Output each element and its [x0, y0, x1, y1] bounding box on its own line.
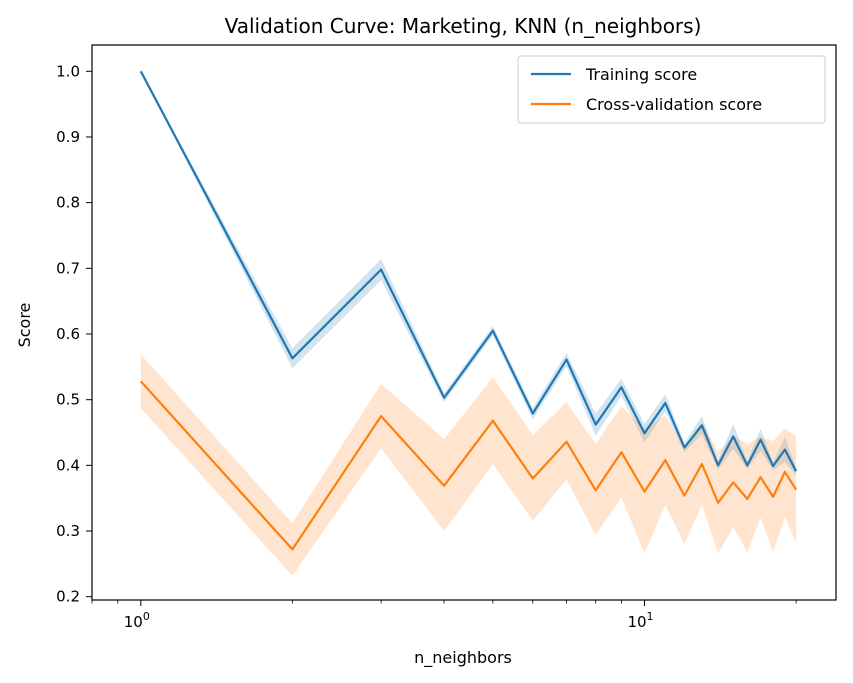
- legend-box: [517, 55, 826, 124]
- chart-title: Validation Curve: Marketing, KNN (n_neig…: [225, 14, 702, 38]
- y-axis-ticks: 0.2 0.3 0.4 0.5 0.6 0.7 0.8 0.9 1.0: [56, 62, 92, 606]
- series-lines: [139, 70, 798, 551]
- y-tick-label: 0.9: [56, 128, 80, 146]
- y-tick-label: 0.5: [56, 391, 80, 409]
- band-series-1: [140, 354, 797, 576]
- x-axis-label: n_neighbors: [414, 648, 512, 668]
- legend-label: Cross-validation score: [586, 95, 762, 114]
- y-tick-label: 0.6: [56, 325, 80, 343]
- confidence-bands: [140, 71, 797, 576]
- x-axis-ticks: 100 101: [91, 600, 797, 631]
- line-series-0: [139, 70, 798, 472]
- y-tick-label: 0.4: [56, 456, 80, 474]
- x-tick-label: 101: [627, 610, 653, 631]
- y-tick-label: 0.3: [56, 522, 80, 540]
- plot-frame: [91, 44, 837, 601]
- x-tick-label: 100: [124, 610, 150, 631]
- legend-label: Training score: [585, 65, 697, 84]
- band-series-0: [140, 71, 797, 476]
- line-series-1: [139, 380, 798, 551]
- y-tick-label: 0.7: [56, 259, 80, 277]
- legend: Training score Cross-validation score: [517, 55, 826, 124]
- y-axis-label: Score: [15, 303, 34, 348]
- y-tick-label: 0.2: [56, 588, 80, 606]
- y-tick-label: 0.8: [56, 194, 80, 212]
- y-tick-label: 1.0: [56, 62, 80, 80]
